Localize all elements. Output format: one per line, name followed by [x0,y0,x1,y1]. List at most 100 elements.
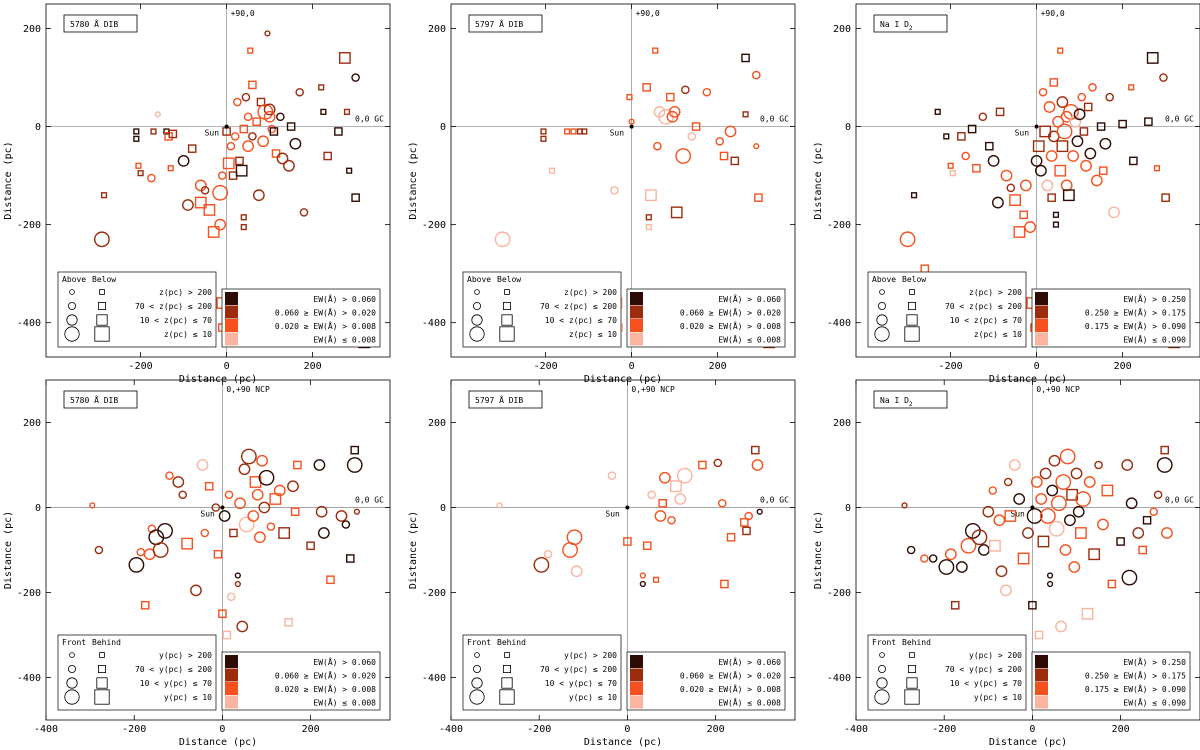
size-legend-header-right: Behind [92,638,121,647]
data-point-circle [901,502,908,509]
data-point-circle [283,159,295,172]
data-point-circle [247,510,260,522]
size-legend-circle [876,314,888,326]
size-legend-frame [867,634,1027,711]
size-legend-header-left: Front [872,638,896,647]
size-legend-square [98,301,107,310]
data-point-circle [165,471,174,480]
panel-title: 5797 Å DIB [475,394,523,405]
size-legend-frame [867,271,1027,348]
data-point-circle [987,154,1000,167]
data-point-circle [639,580,646,588]
size-legend: Above Below z(pc) > 200 70 < z(pc) ≤ 200 10 … [462,271,622,348]
panel-title-text: Na I D [880,396,909,405]
data-point-square [742,111,749,118]
data-point-square [739,518,749,527]
x-tick-label: -200 [129,361,153,372]
data-point-square [218,609,227,619]
color-legend: EW(Å) > 0.250 0.250 ≥ EW(Å) > 0.175 0.175 … [1031,288,1191,348]
size-legend-square [908,665,917,674]
panel-title: Na I D2 [880,396,913,408]
color-legend: EW(Å) > 0.060 0.060 ≥ EW(Å) > 0.020 0.020 … [221,651,381,711]
size-legend-square [94,689,110,705]
size-legend-label: 70 < z(pc) ≤ 200 [945,302,1022,311]
panel-title-box: 5797 Å DIB [468,390,543,409]
x-tick-label: -400 [844,724,868,735]
size-legend-square [904,689,920,705]
data-point-square [719,151,729,161]
size-legend-square [504,289,510,295]
data-point-circle [1038,87,1048,97]
data-point-square [943,133,950,140]
data-point-square [949,170,956,177]
data-point-circle [543,549,553,559]
data-point-circle [178,490,188,500]
data-point-circle [226,592,236,602]
data-point-circle [1035,493,1048,505]
data-point-circle [1070,467,1083,480]
data-point-square [720,579,729,589]
y-tick-label: -400 [17,318,41,329]
x-tick-label: 200 [302,724,320,735]
data-point-circle [1008,459,1021,471]
data-point-circle [1003,477,1013,487]
data-point-square [645,223,652,231]
y-tick-label: -200 [827,220,851,231]
x-axis-title: Distance (pc) [989,737,1067,748]
data-point-square [1118,119,1127,129]
sun-label: Sun [200,510,215,519]
data-point-square [168,129,178,139]
size-legend: Above Below z(pc) > 200 70 < z(pc) ≤ 200 10 … [867,271,1027,348]
data-point-square [240,214,247,221]
plot-frame [450,379,796,721]
color-legend-label: EW(Å) > 0.250 [1123,656,1186,667]
data-point-circle [1159,73,1168,82]
size-legend-circle [879,652,885,658]
data-point-circle [674,493,687,505]
data-point-square [140,600,150,610]
size-legend-frame [462,634,622,711]
data-point-circle [266,522,276,531]
size-legend-square [904,326,920,342]
data-point-square [652,47,659,54]
data-point-square [228,171,238,180]
y-tick-label: -400 [422,673,446,684]
data-point-circle [226,141,236,151]
panel-6: -400 -200 0 200 -400 -200 0 200 Distance (pc) Dis… [813,379,1200,748]
color-legend-frame [626,651,786,711]
data-point-square [691,122,701,131]
x-tick-label: -200 [932,724,956,735]
data-point-circle [200,186,210,195]
data-point-circle [647,490,656,500]
size-legend-label: 70 < z(pc) ≤ 200 [540,302,617,311]
panel-title: 5797 Å DIB [475,18,523,29]
data-point-square [1144,117,1153,126]
color-legend-swatch [630,305,643,319]
size-legend-label: 10 < z(pc) ≤ 70 [140,316,212,325]
data-point-circle [1000,169,1013,182]
direction-label-top: 0,+90 NCP [1036,385,1080,394]
size-legend-circle [874,326,890,342]
data-point-square [742,526,751,536]
data-point-square [207,226,220,238]
data-point-circle [607,471,617,480]
data-point-circle [1000,584,1012,597]
data-point-square [726,532,736,542]
data-point-square [133,135,140,142]
x-tick-label: 200 [304,361,322,372]
panel-title: Na I D2 [880,20,913,32]
data-point-circle [1149,507,1158,517]
data-point-circle [230,132,240,141]
size-legend-circle [68,665,77,674]
size-legend-header-right: Behind [902,638,931,647]
size-legend-label: 70 < z(pc) ≤ 200 [135,302,212,311]
size-legend-label: y(pc) ≤ 10 [164,693,212,702]
data-point-circle [1156,457,1173,473]
data-point-circle [566,529,583,546]
data-point-square [995,107,1005,117]
data-point-square [1034,630,1044,640]
panel-title-subscript: 2 [909,401,913,408]
data-point-circle [287,480,299,493]
x-tick-label: -200 [527,724,551,735]
size-legend-circle [469,689,485,705]
